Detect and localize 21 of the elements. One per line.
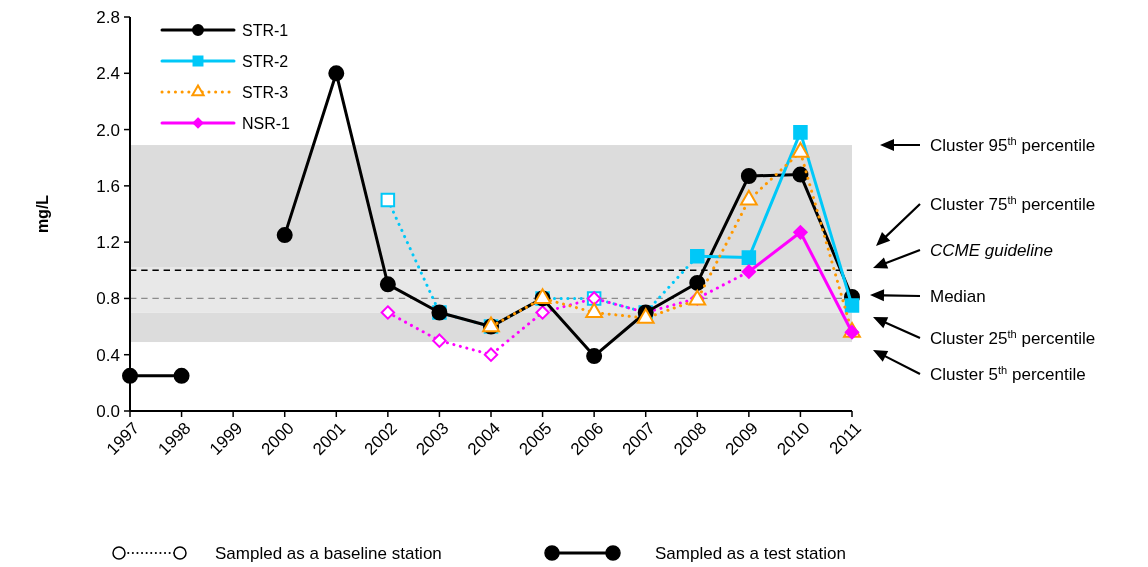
y-axis-title: mg/L bbox=[34, 194, 51, 234]
legend-label: STR-2 bbox=[242, 52, 289, 70]
text: Median bbox=[930, 286, 986, 306]
y-tick-label: 0.0 bbox=[96, 401, 120, 421]
y-tick-label: 2.4 bbox=[96, 64, 120, 84]
text: Cluster 5$^{th}$ percentile bbox=[930, 363, 1086, 384]
text: Cluster 95$^{th}$ percentile bbox=[930, 134, 1096, 155]
y-tick-label: 0.8 bbox=[96, 289, 120, 309]
text: Cluster 75$^{th}$ percentile bbox=[930, 193, 1096, 214]
y-tick-label: 2.8 bbox=[96, 7, 120, 27]
legend-label: STR-3 bbox=[242, 83, 289, 101]
legend-label: STR-1 bbox=[242, 21, 289, 39]
text: Sampled as a test station bbox=[655, 543, 846, 563]
y-tick-label: 1.2 bbox=[96, 233, 120, 253]
text: Sampled as a baseline station bbox=[215, 543, 442, 563]
text: Cluster 25$^{th}$ percentile bbox=[930, 327, 1096, 348]
y-tick-label: 1.6 bbox=[96, 176, 120, 196]
y-tick-label: 0.4 bbox=[96, 345, 120, 365]
legend-label: NSR-1 bbox=[242, 114, 291, 132]
text: CCME guideline bbox=[930, 240, 1053, 260]
y-tick-label: 2.0 bbox=[96, 120, 120, 140]
